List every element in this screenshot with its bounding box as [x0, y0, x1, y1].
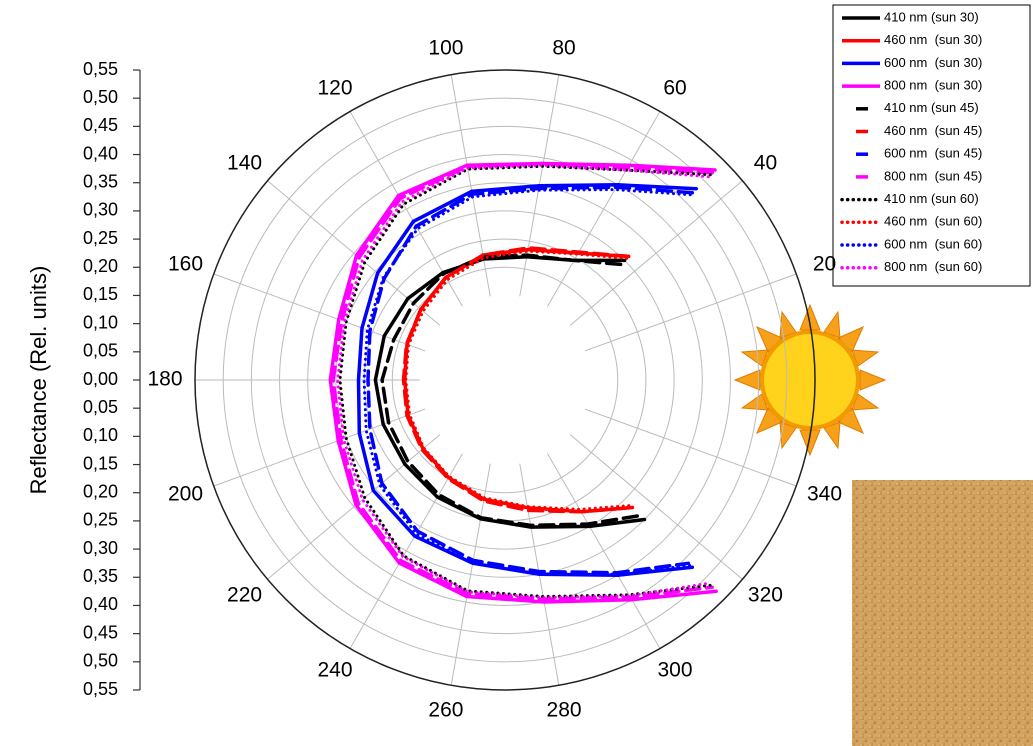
theta-tick-label: 60: [663, 77, 686, 100]
y-tick-label: 0,45: [83, 622, 118, 642]
legend-label: 800 nm (sun 45): [884, 168, 982, 183]
y-axis-label: Reflectance (Rel. units): [26, 266, 51, 495]
series-line: [364, 190, 690, 575]
legend-label: 460 nm (sun 30): [884, 32, 982, 47]
legend-label: 800 nm (sun 30): [884, 78, 982, 93]
y-tick-label: 0,45: [83, 115, 118, 135]
theta-tick-label: 100: [428, 37, 463, 60]
y-tick-label: 0,00: [83, 369, 118, 389]
y-tick-label: 0,20: [83, 481, 118, 501]
theta-tick-label: 280: [547, 698, 582, 721]
series-line: [340, 166, 710, 596]
legend-label: 800 nm (sun 60): [884, 259, 982, 274]
y-tick-label: 0,10: [83, 312, 118, 332]
series-line: [338, 165, 709, 597]
theta-tick-label: 120: [317, 77, 352, 100]
y-tick-label: 0,05: [83, 341, 118, 361]
y-tick-label: 0,25: [83, 510, 118, 530]
theta-tick-label: 300: [657, 659, 692, 682]
theta-tick-label: 140: [227, 152, 262, 175]
y-tick-label: 0,35: [83, 566, 118, 586]
grid-spoke: [548, 454, 661, 649]
y-tick-label: 0,55: [83, 679, 118, 699]
grid-spoke: [548, 112, 661, 307]
y-tick-label: 0,55: [83, 59, 118, 79]
y-tick-label: 0,05: [83, 397, 118, 417]
theta-tick-label: 180: [147, 368, 182, 391]
legend-label: 410 nm (sun 60): [884, 191, 979, 206]
series-line: [330, 164, 716, 603]
theta-tick-label: 40: [754, 152, 777, 175]
grid-spoke: [214, 409, 425, 486]
y-tick-label: 0,20: [83, 256, 118, 276]
chart: Reflectance (Rel. units) 20 40 60 80 100 120 1…: [0, 0, 1033, 746]
series-line: [382, 255, 640, 525]
legend-label: 600 nm (sun 30): [884, 55, 982, 70]
y-tick-label: 0,25: [83, 228, 118, 248]
theta-tick-label: 340: [807, 482, 842, 505]
theta-tick-label: 160: [168, 253, 203, 276]
legend-label: 600 nm (sun 60): [884, 236, 982, 251]
y-tick-label: 0,30: [83, 200, 118, 220]
y-tick-label: 0,15: [83, 284, 118, 304]
y-tick-label: 0,50: [83, 87, 118, 107]
y-tick-label: 0,40: [83, 143, 118, 163]
theta-tick-label: 220: [227, 584, 262, 607]
legend-label: 460 nm (sun 45): [884, 123, 982, 138]
y-tick-label: 0,40: [83, 594, 118, 614]
theta-tick-label: 260: [428, 698, 463, 721]
y-tick-label: 0,15: [83, 453, 118, 473]
sand-photo: [852, 480, 1033, 746]
theta-tick-label: 240: [317, 659, 352, 682]
theta-tick-label: 20: [813, 253, 836, 276]
legend-label: 600 nm (sun 45): [884, 146, 982, 161]
theta-tick-label: 200: [168, 482, 203, 505]
y-tick-label: 0,10: [83, 425, 118, 445]
legend-label: 410 nm (sun 45): [884, 100, 979, 115]
series-line: [404, 248, 633, 512]
y-tick-label: 0,30: [83, 538, 118, 558]
legend-label: 460 nm (sun 60): [884, 214, 982, 229]
theta-tick-label: 80: [552, 37, 575, 60]
theta-tick-label: 320: [748, 584, 783, 607]
y-tick-label: 0,35: [83, 171, 118, 191]
y-tick-label: 0,50: [83, 651, 118, 671]
legend-label: 410 nm (sun 30): [884, 9, 979, 24]
